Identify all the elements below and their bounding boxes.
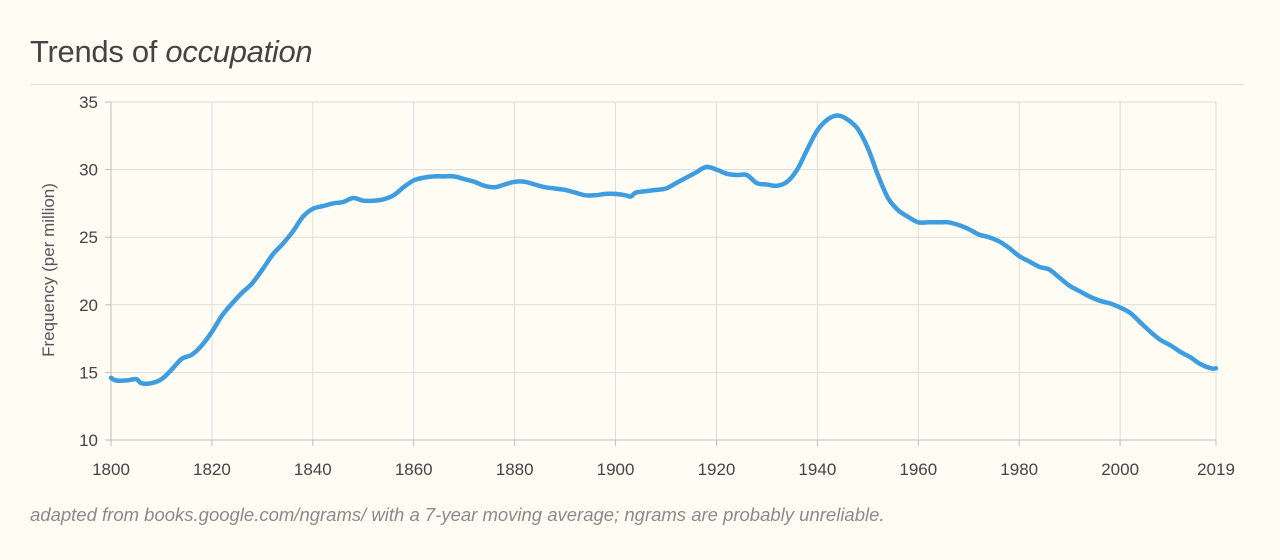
- x-tick-label: 1800: [92, 460, 130, 479]
- tick-labels: 10 15 20 25 30 35 1800 1820 1840 1860 1880 1900 1920…: [79, 93, 1235, 479]
- x-tick-label: 2000: [1101, 460, 1139, 479]
- x-tick-label: 1980: [1000, 460, 1038, 479]
- y-tick-label: 20: [79, 296, 98, 315]
- x-tick-label: 1960: [899, 460, 937, 479]
- x-tick-label: 1940: [798, 460, 836, 479]
- axes: [105, 101, 1217, 446]
- y-tick-label: 25: [79, 228, 98, 247]
- title-divider: [30, 84, 1244, 85]
- page-title: Trends of occupation: [30, 34, 313, 70]
- y-tick-label: 30: [79, 161, 98, 180]
- y-tick-label: 35: [79, 93, 98, 112]
- x-tick-label: 1900: [597, 460, 635, 479]
- x-tick-label: 2019: [1197, 460, 1235, 479]
- title-prefix: Trends of: [30, 34, 166, 69]
- y-tick-label: 15: [79, 363, 98, 382]
- x-tick-label: 1820: [193, 460, 231, 479]
- x-tick-label: 1840: [294, 460, 332, 479]
- line-chart: 10 15 20 25 30 35 1800 1820 1840 1860 1880 1900 1920…: [39, 93, 1235, 479]
- series-line-occupation: [108, 113, 1219, 386]
- y-axis-title: Frequency (per million): [39, 183, 58, 357]
- x-tick-label: 1880: [496, 460, 534, 479]
- footnote: adapted from books.google.com/ngrams/ wi…: [30, 504, 885, 525]
- y-tick-label: 10: [79, 431, 98, 450]
- title-word: occupation: [165, 34, 313, 69]
- series: [108, 113, 1219, 386]
- x-tick-label: 1860: [395, 460, 433, 479]
- x-tick-label: 1920: [698, 460, 736, 479]
